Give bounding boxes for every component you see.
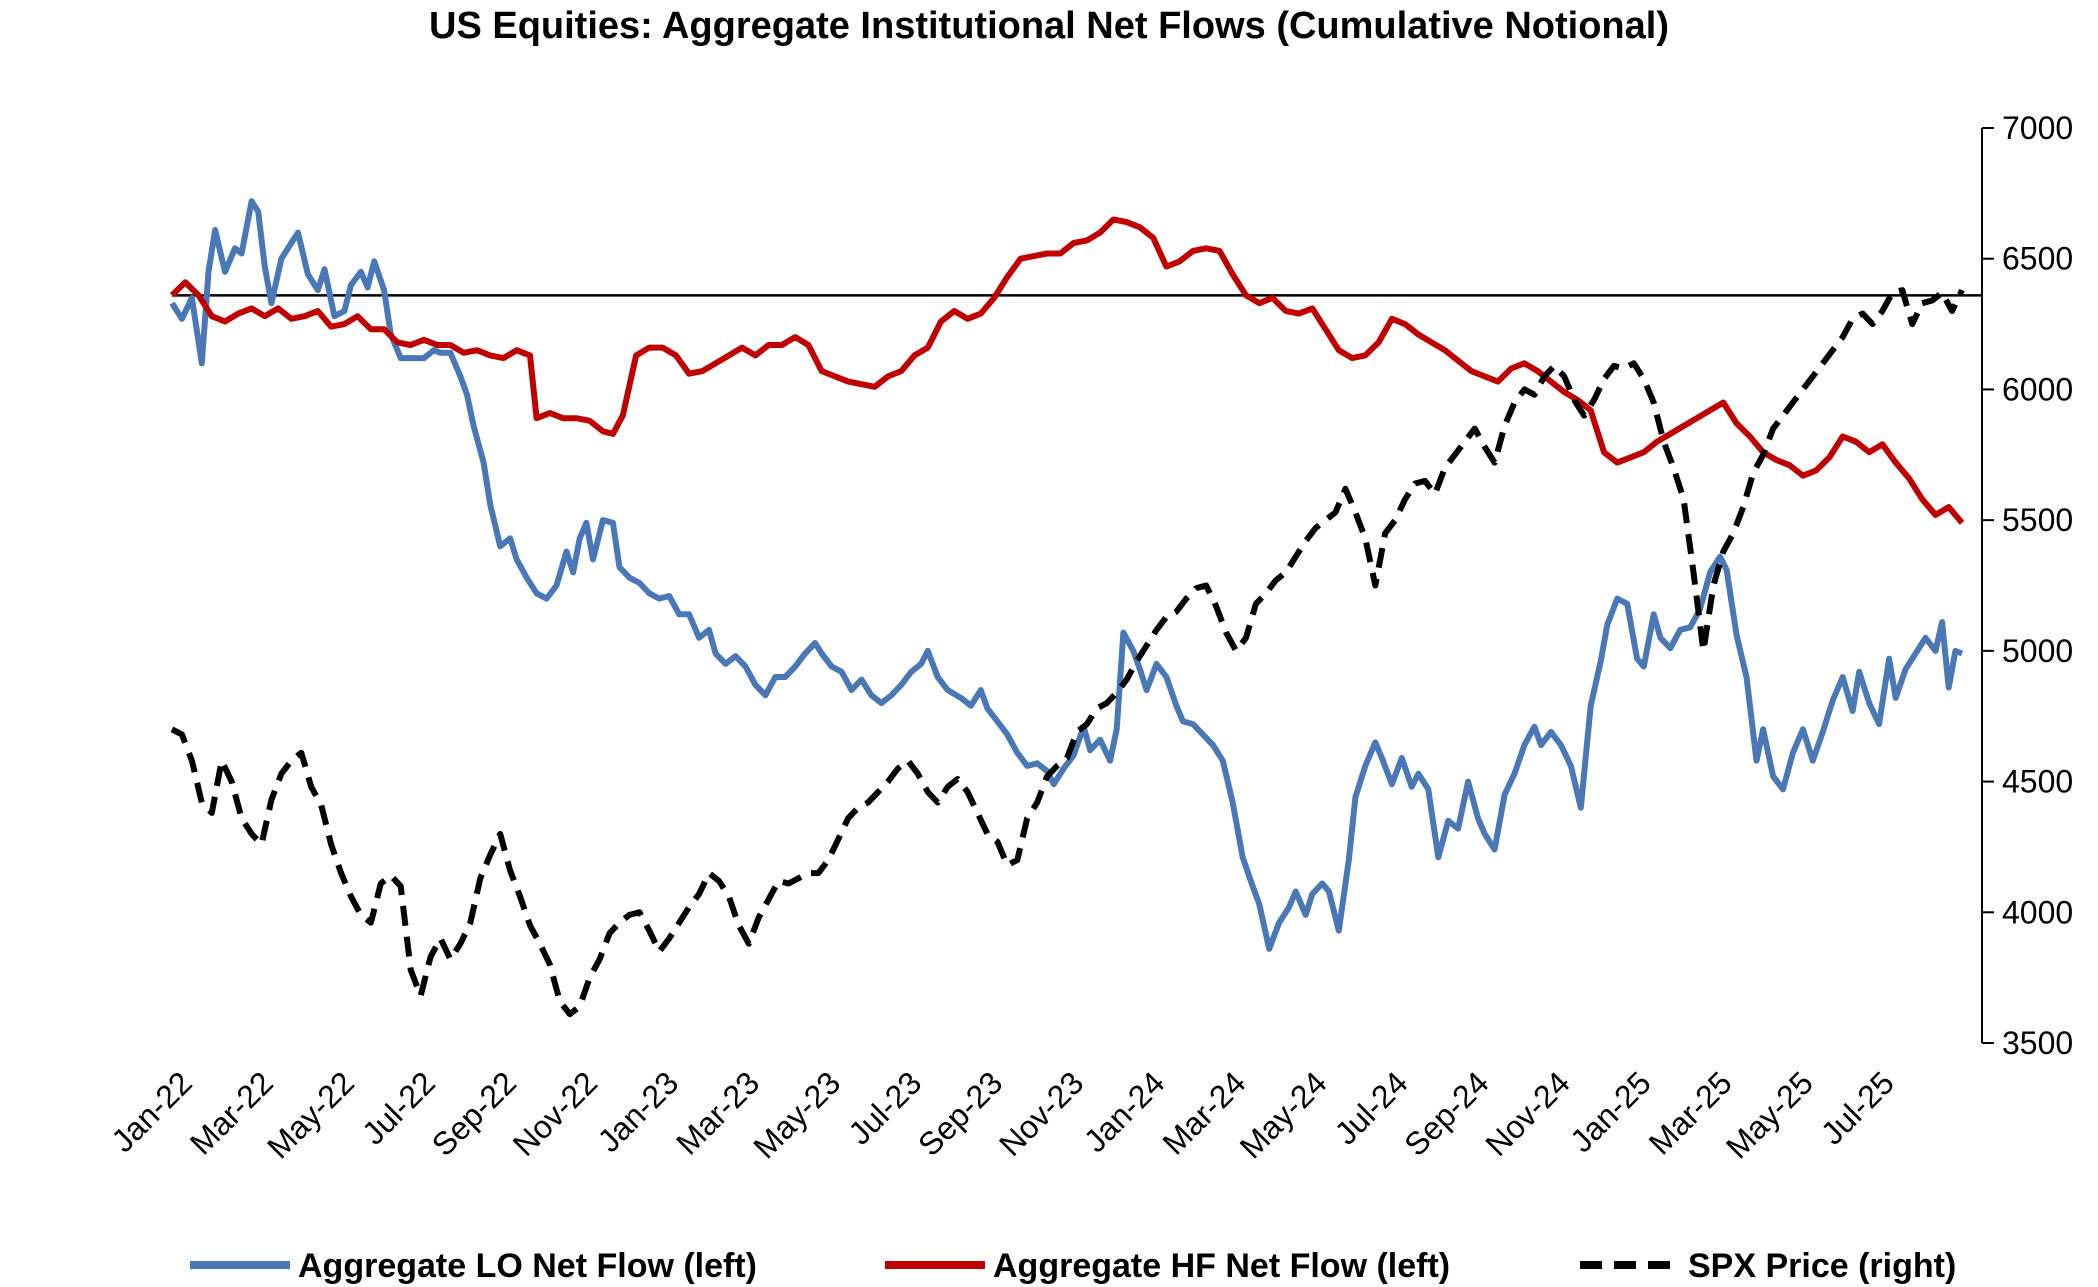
x-tick-label: Nov-22 <box>506 1064 604 1162</box>
x-tick-label: Mar-22 <box>183 1064 280 1161</box>
legend-label-spx: SPX Price (right) <box>1688 1247 1956 1285</box>
right-axis: 3500 4000 4500 5000 5500 6000 6500 7000 <box>1981 110 2073 1061</box>
right-axis-tick-label: 6000 <box>2002 371 2073 407</box>
x-tick-label: Nov-23 <box>992 1064 1090 1162</box>
right-axis-tick-label: 5000 <box>2002 633 2073 669</box>
right-axis-tick-label: 7000 <box>2002 110 2073 146</box>
x-tick-label: Jul-25 <box>1814 1064 1901 1151</box>
x-tick-label: May-24 <box>1233 1064 1334 1165</box>
x-tick-label: Mar-25 <box>1642 1064 1739 1161</box>
x-tick-label: Sep-22 <box>425 1064 523 1162</box>
x-tick-label: Mar-23 <box>669 1064 766 1161</box>
legend-item-hf: Aggregate HF Net Flow (left) <box>885 1247 1450 1285</box>
x-tick-label: Sep-23 <box>911 1064 1009 1162</box>
legend-item-spx: SPX Price (right) <box>1580 1247 1956 1285</box>
x-tick-label: Sep-24 <box>1397 1064 1495 1162</box>
x-tick-label: May-25 <box>1719 1064 1820 1165</box>
spx-price-line <box>170 287 1965 1018</box>
right-axis-tick-label: 3500 <box>2002 1025 2073 1061</box>
lo-flow-line <box>169 198 1964 952</box>
legend-label-lo: Aggregate LO Net Flow (left) <box>298 1247 757 1285</box>
hf-flow-line <box>169 216 1965 525</box>
right-axis-tick-label: 6500 <box>2002 241 2073 277</box>
right-axis-tick-label: 4500 <box>2002 764 2073 800</box>
x-tick-label: Jan-24 <box>1077 1064 1172 1159</box>
x-axis: Jan-22Mar-22May-22Jul-22Sep-22Nov-22Jan-… <box>104 1064 1901 1165</box>
legend-item-lo: Aggregate LO Net Flow (left) <box>190 1247 757 1285</box>
x-tick-label: Jan-25 <box>1563 1064 1658 1159</box>
chart-title: US Equities: Aggregate Institutional Net… <box>429 5 1669 47</box>
x-tick-label: Jan-22 <box>104 1064 199 1159</box>
legend-label-hf: Aggregate HF Net Flow (left) <box>993 1247 1450 1285</box>
x-tick-label: May-23 <box>746 1064 847 1165</box>
x-tick-label: Mar-24 <box>1155 1064 1252 1161</box>
plot-area <box>169 198 1982 1018</box>
x-tick-label: Nov-24 <box>1478 1064 1576 1162</box>
right-axis-tick-label: 4000 <box>2002 894 2073 930</box>
x-tick-label: Jan-23 <box>591 1064 686 1159</box>
right-axis-tick-label: 5500 <box>2002 502 2073 538</box>
x-tick-label: May-22 <box>260 1064 361 1165</box>
legend: Aggregate LO Net Flow (left) Aggregate H… <box>190 1247 1956 1285</box>
